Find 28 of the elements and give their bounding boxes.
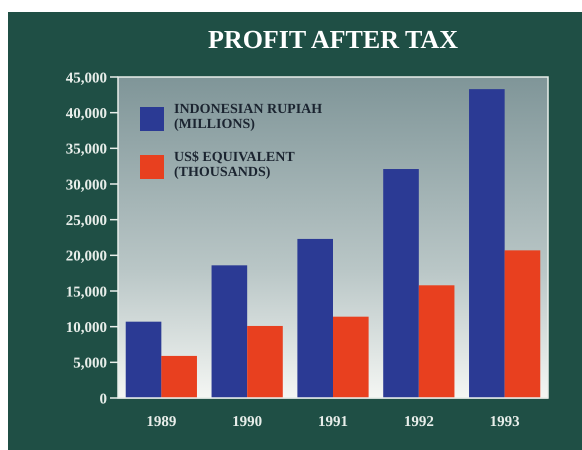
y-tick-label: 20,000 xyxy=(66,248,107,265)
y-tick-label: 45,000 xyxy=(66,70,107,86)
y-tick-label: 40,000 xyxy=(66,106,107,122)
y-tick-label: 10,000 xyxy=(66,320,107,336)
chart-title: PROFIT AFTER TAX xyxy=(208,25,458,54)
bar xyxy=(333,316,369,398)
y-tick-label: 15,000 xyxy=(66,284,107,300)
x-tick-label: 1989 xyxy=(146,414,176,430)
x-tick-label: 1991 xyxy=(318,414,348,430)
y-tick-label: 0 xyxy=(100,391,107,408)
bar xyxy=(504,250,540,398)
legend-label: US$ EQUIVALENT (THOUSANDS) xyxy=(174,150,296,180)
y-tick-label: 25,000 xyxy=(66,212,107,229)
x-tick-label: 1993 xyxy=(490,414,520,430)
bar xyxy=(297,238,333,398)
bar xyxy=(383,169,419,398)
y-tick-label: 5,000 xyxy=(73,356,107,372)
x-tick-label: 1992 xyxy=(404,414,434,430)
bar xyxy=(469,89,505,398)
bar xyxy=(212,265,248,398)
legend-label: INDONESIAN RUPIAH (MILLIONS) xyxy=(174,102,322,132)
bar xyxy=(161,356,197,398)
y-tick-label: 35,000 xyxy=(66,142,107,158)
bar xyxy=(126,322,162,398)
y-tick-label: 30,000 xyxy=(66,177,107,194)
bar xyxy=(247,326,283,398)
x-tick-label: 1990 xyxy=(232,414,262,430)
bar xyxy=(418,285,454,398)
